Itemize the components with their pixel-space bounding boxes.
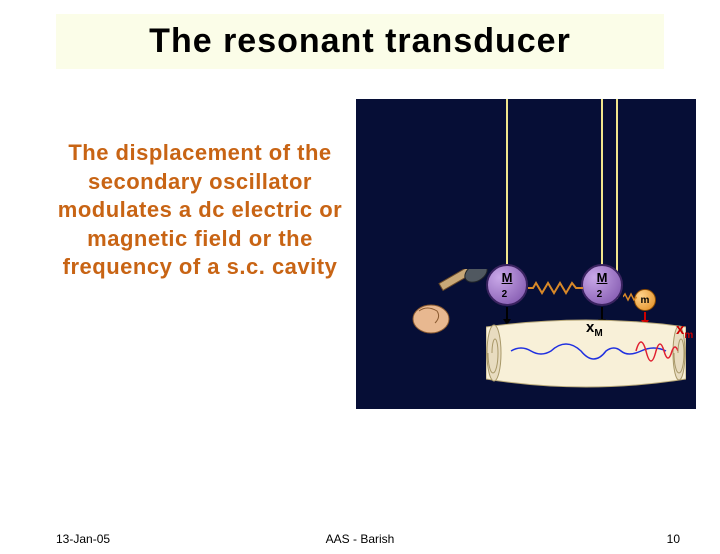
page-title: The resonant transducer bbox=[56, 22, 664, 61]
mass-label-2: M2 bbox=[597, 270, 608, 300]
label-xm: xm bbox=[676, 321, 693, 341]
pendulum-string bbox=[506, 99, 508, 274]
label-xM: xM bbox=[586, 319, 603, 339]
hammer-icon bbox=[401, 269, 491, 339]
content-area: The displacement of the secondary oscill… bbox=[0, 139, 720, 282]
small-spring bbox=[623, 289, 637, 299]
body-text: The displacement of the secondary oscill… bbox=[40, 139, 360, 282]
pendulum-string bbox=[601, 99, 603, 274]
mass-small: m bbox=[634, 289, 656, 311]
mass-large: M2 bbox=[581, 264, 623, 306]
title-band: The resonant transducer bbox=[56, 14, 664, 69]
footer-center: AAS - Barish bbox=[0, 532, 720, 546]
physics-diagram: M2 M2 m bbox=[356, 99, 696, 409]
mass-label-1: M2 bbox=[502, 270, 513, 300]
footer-page-number: 10 bbox=[667, 532, 680, 546]
coupling-spring bbox=[528, 281, 583, 295]
mass-large: M2 bbox=[486, 264, 528, 306]
